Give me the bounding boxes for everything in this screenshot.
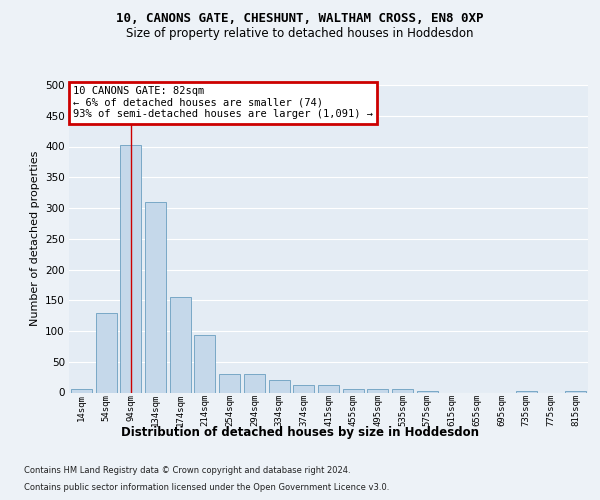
Text: 10, CANONS GATE, CHESHUNT, WALTHAM CROSS, EN8 0XP: 10, CANONS GATE, CHESHUNT, WALTHAM CROSS… [116, 12, 484, 24]
Text: Contains HM Land Registry data © Crown copyright and database right 2024.: Contains HM Land Registry data © Crown c… [24, 466, 350, 475]
Text: 10 CANONS GATE: 82sqm
← 6% of detached houses are smaller (74)
93% of semi-detac: 10 CANONS GATE: 82sqm ← 6% of detached h… [73, 86, 373, 120]
Bar [219, 374, 240, 392]
Bar [120, 144, 141, 392]
Bar [145, 202, 166, 392]
Text: Contains public sector information licensed under the Open Government Licence v3: Contains public sector information licen… [24, 482, 389, 492]
Bar [194, 336, 215, 392]
Bar [565, 390, 586, 392]
Bar [293, 385, 314, 392]
Y-axis label: Number of detached properties: Number of detached properties [29, 151, 40, 326]
Text: Size of property relative to detached houses in Hoddesdon: Size of property relative to detached ho… [126, 28, 474, 40]
Bar [71, 390, 92, 392]
Bar [244, 374, 265, 392]
Bar [269, 380, 290, 392]
Bar [516, 390, 537, 392]
Bar [392, 389, 413, 392]
Bar [343, 390, 364, 392]
Bar [367, 390, 388, 392]
Bar [95, 312, 116, 392]
Bar [318, 385, 339, 392]
Text: Distribution of detached houses by size in Hoddesdon: Distribution of detached houses by size … [121, 426, 479, 439]
Bar [170, 297, 191, 392]
